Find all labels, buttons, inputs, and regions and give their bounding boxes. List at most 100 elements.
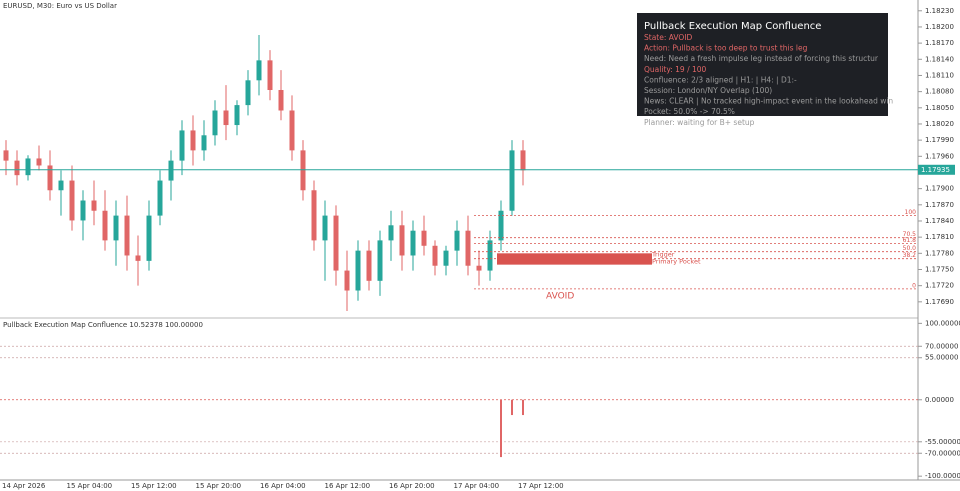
candle-body bbox=[311, 190, 317, 241]
y-tick-label: 1.17990 bbox=[925, 136, 954, 144]
y-tick-label: 0.00000 bbox=[925, 396, 954, 404]
candle-body bbox=[256, 60, 262, 81]
y-tick-label: -55.00000 bbox=[925, 438, 960, 446]
candle-body bbox=[476, 265, 482, 271]
candle-body bbox=[69, 180, 75, 221]
info-line: Need: Need a fresh impulse leg instead o… bbox=[644, 54, 879, 63]
info-line: Confluence: 2/3 aligned | H1: | H4: | D1… bbox=[644, 75, 797, 84]
x-tick-label: 15 Apr 04:00 bbox=[67, 482, 113, 490]
fib-level-label: 38.2 bbox=[903, 252, 917, 259]
candle-body bbox=[333, 215, 339, 271]
x-tick-label: 14 Apr 2026 bbox=[2, 482, 46, 490]
fib-level-label: 70.5 bbox=[903, 231, 917, 238]
y-tick-label: 1.17870 bbox=[925, 201, 954, 209]
symbol-label: EURUSD, M30: Euro vs US Dollar bbox=[3, 2, 117, 10]
candle-body bbox=[146, 215, 152, 261]
candle-body bbox=[454, 230, 460, 251]
x-tick-label: 15 Apr 12:00 bbox=[131, 482, 177, 490]
candle-body bbox=[102, 210, 108, 241]
current-price-label: 1.17935 bbox=[921, 166, 950, 174]
y-tick-label: 1.17780 bbox=[925, 249, 954, 257]
y-tick-label: 55.00000 bbox=[925, 354, 958, 362]
info-line: Action: Pullback is too deep to trust th… bbox=[644, 44, 808, 53]
y-tick-label: 1.18170 bbox=[925, 39, 954, 47]
candle-body bbox=[190, 130, 196, 151]
candle-body bbox=[421, 230, 427, 246]
y-tick-label: 1.18200 bbox=[925, 23, 954, 31]
info-line: State: AVOID bbox=[644, 33, 693, 42]
pocket-zone bbox=[497, 253, 652, 265]
candle-body bbox=[498, 210, 504, 241]
y-tick-label: 1.18140 bbox=[925, 55, 954, 63]
candle-body bbox=[234, 105, 240, 126]
current-price-box bbox=[918, 164, 955, 175]
y-tick-label: 1.17840 bbox=[925, 217, 954, 225]
candle-body bbox=[36, 158, 42, 166]
candle-body bbox=[520, 150, 526, 171]
candle-body bbox=[3, 150, 9, 161]
info-line: Planner: waiting for B+ setup bbox=[644, 118, 755, 127]
x-tick-label: 16 Apr 04:00 bbox=[260, 482, 306, 490]
zone-label: Trigger bbox=[651, 250, 675, 258]
candle-body bbox=[322, 215, 328, 241]
x-tick-label: 17 Apr 04:00 bbox=[454, 482, 500, 490]
candle-body bbox=[432, 245, 438, 266]
candle-body bbox=[14, 160, 20, 176]
y-tick-label: 1.18020 bbox=[925, 120, 954, 128]
y-tick-label: 1.17720 bbox=[925, 282, 954, 290]
y-tick-label: 1.18080 bbox=[925, 88, 954, 96]
candle-body bbox=[289, 110, 295, 151]
x-tick-label: 15 Apr 20:00 bbox=[196, 482, 242, 490]
candle-body bbox=[25, 158, 31, 176]
candle-body bbox=[267, 60, 273, 91]
candle-body bbox=[509, 150, 515, 211]
y-tick-label: 1.17900 bbox=[925, 185, 954, 193]
x-tick-label: 16 Apr 20:00 bbox=[389, 482, 435, 490]
candle-body bbox=[366, 250, 372, 281]
y-tick-label: 1.17690 bbox=[925, 298, 954, 306]
candle-body bbox=[377, 240, 383, 281]
indicator-title: Pullback Execution Map Confluence 10.523… bbox=[3, 321, 203, 329]
candle-body bbox=[201, 135, 207, 151]
candle-body bbox=[157, 180, 163, 216]
state-label: AVOID bbox=[546, 292, 574, 302]
y-tick-label: 1.17960 bbox=[925, 152, 954, 160]
x-tick-label: 17 Apr 12:00 bbox=[518, 482, 564, 490]
fib-level-label: 100 bbox=[905, 209, 917, 216]
y-tick-label: -100.00000 bbox=[925, 472, 960, 480]
candle-body bbox=[388, 225, 394, 241]
candle-body bbox=[124, 215, 130, 256]
fib-level-label: 0 bbox=[912, 282, 916, 289]
info-line: News: CLEAR | No tracked high-impact eve… bbox=[644, 97, 893, 106]
candle-body bbox=[179, 130, 185, 161]
candle-body bbox=[91, 200, 97, 211]
candle-body bbox=[487, 240, 493, 271]
y-tick-label: 1.18050 bbox=[925, 104, 954, 112]
y-tick-label: -70.00000 bbox=[925, 449, 960, 457]
indicator-bar bbox=[522, 399, 524, 416]
info-line: Session: London/NY Overlap (100) bbox=[644, 86, 772, 95]
candle-body bbox=[223, 110, 229, 126]
info-line: Quality: 19 / 100 bbox=[644, 65, 707, 74]
candle-body bbox=[410, 230, 416, 256]
candle-body bbox=[168, 160, 174, 181]
fib-level-label: 50.0 bbox=[903, 245, 917, 252]
y-tick-label: 1.17750 bbox=[925, 265, 954, 273]
indicator-bar bbox=[511, 399, 513, 416]
y-tick-label: 70.00000 bbox=[925, 342, 958, 350]
candle-body bbox=[278, 90, 284, 111]
y-tick-label: 100.00000 bbox=[925, 319, 960, 327]
candle-body bbox=[135, 255, 141, 261]
indicator-bar bbox=[500, 399, 502, 458]
fib-level-label: 61.8 bbox=[903, 237, 917, 244]
y-tick-label: 1.18110 bbox=[925, 71, 954, 79]
candle-body bbox=[212, 110, 218, 136]
zone-label: Primary Pocket bbox=[652, 257, 701, 265]
candle-body bbox=[465, 230, 471, 266]
candle-body bbox=[113, 215, 119, 241]
info-panel bbox=[637, 13, 888, 116]
candle-body bbox=[355, 250, 361, 291]
y-tick-label: 1.17810 bbox=[925, 233, 954, 241]
